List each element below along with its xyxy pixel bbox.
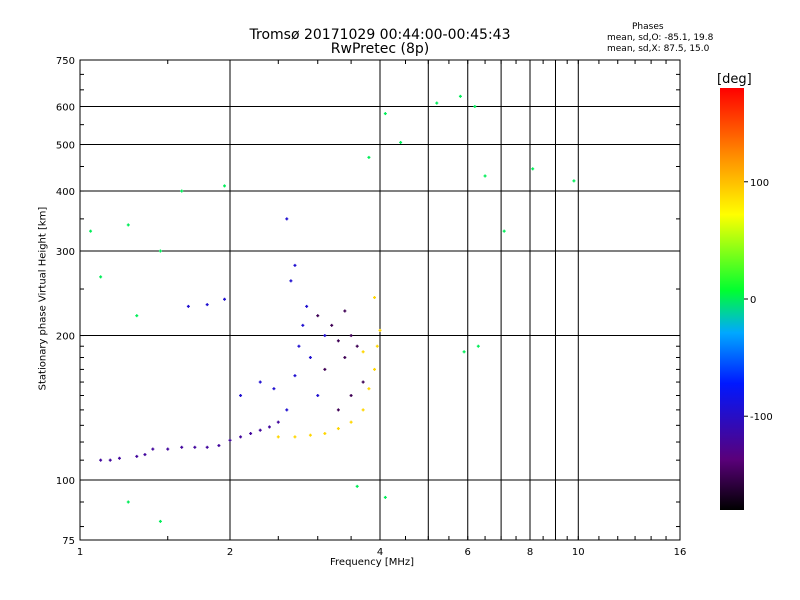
y-tick-label: 75 [62, 536, 75, 547]
phase-box-heading: Phases [632, 22, 664, 32]
x-tick-label: 16 [674, 547, 687, 558]
x-tick-label: 8 [527, 547, 533, 558]
y-tick-label: 300 [56, 247, 75, 258]
phase-box-x-stats: mean, sd,X: 87.5, 15.0 [607, 44, 710, 54]
colorbar-tick-label: 100 [750, 178, 769, 189]
y-tick-label: 750 [56, 56, 75, 67]
y-tick-label: 600 [56, 103, 75, 114]
colorbar-label: [deg] [717, 72, 752, 87]
colorbar-tick-label: -100 [750, 412, 773, 423]
colorbar-tick-label: 0 [750, 295, 756, 306]
x-tick-label: 6 [465, 547, 471, 558]
x-tick-label: 4 [377, 547, 383, 558]
phase-box-o-stats: mean, sd,O: -85.1, 19.8 [607, 33, 714, 43]
chart-subtitle: RwPretec (8p) [330, 41, 430, 57]
chart-title: Tromsø 20171029 00:44:00-00:45:43 [249, 27, 511, 43]
y-tick-label: 200 [56, 332, 75, 343]
x-tick-label: 2 [227, 547, 233, 558]
x-axis-label: Frequency [MHz] [330, 557, 415, 568]
x-tick-label: 10 [572, 547, 585, 558]
colorbar [720, 88, 744, 510]
y-tick-label: 500 [56, 141, 75, 152]
y-tick-label: 400 [56, 187, 75, 198]
x-tick-label: 1 [77, 547, 83, 558]
y-tick-label: 100 [56, 476, 75, 487]
